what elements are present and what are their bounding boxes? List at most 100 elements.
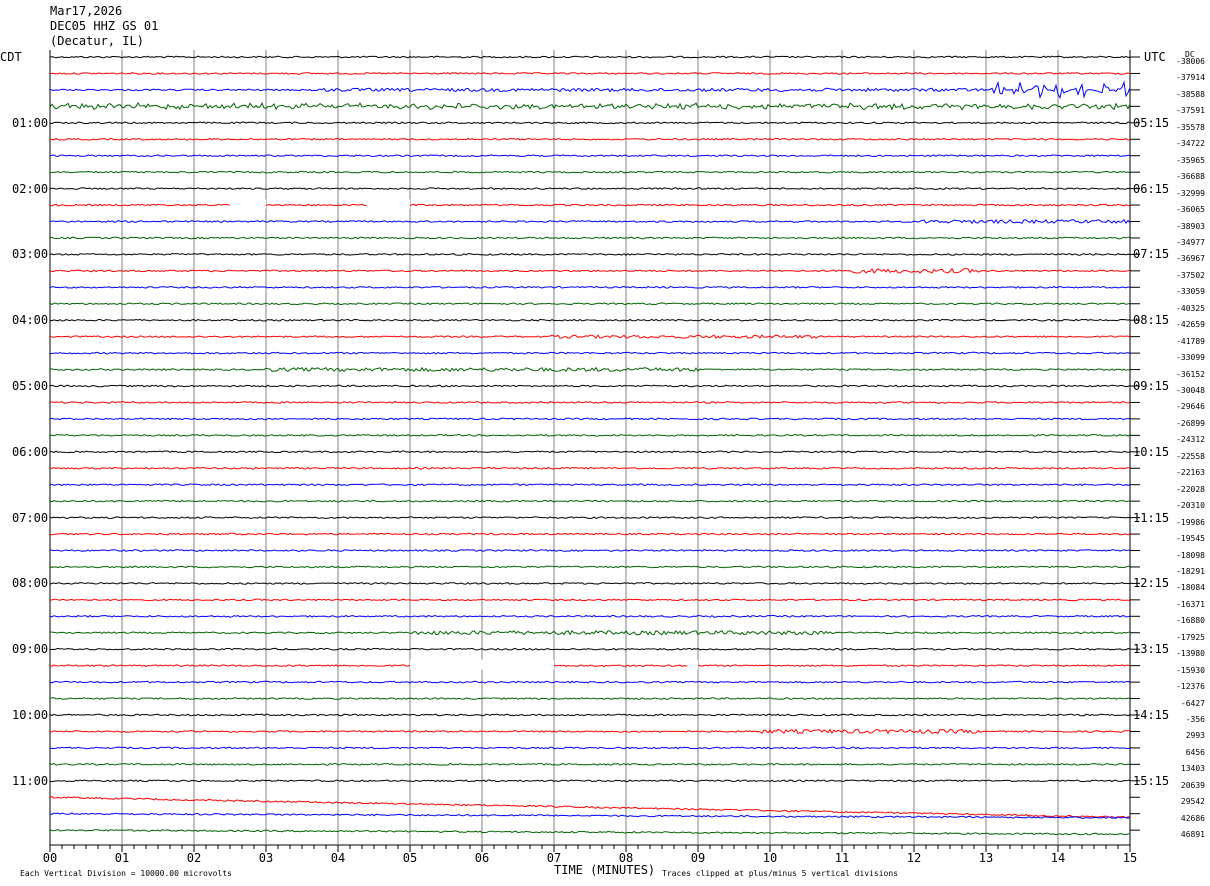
- left-hour-label: 03:00: [12, 247, 49, 262]
- dc-offset-label: -13980: [1176, 649, 1205, 659]
- x-axis-label: TIME (MINUTES): [554, 863, 656, 877]
- dc-offset-label: -35965: [1176, 155, 1205, 165]
- trace-line: [49, 565, 1131, 569]
- trace-line: [49, 285, 1131, 289]
- left-hour-label: 02:00: [12, 181, 49, 196]
- left-hour-label: 06:00: [12, 444, 49, 459]
- trace-line: [49, 532, 1131, 536]
- x-tick-label: 05: [403, 851, 417, 865]
- trace-line: [49, 466, 1131, 470]
- header-location: (Decatur, IL): [50, 34, 144, 48]
- trace-line: [49, 334, 1131, 339]
- dc-offset-label: -18291: [1176, 566, 1205, 576]
- x-tick-label: 07: [547, 851, 561, 865]
- trace-line: [49, 483, 1131, 487]
- left-zone-label: CDT: [0, 50, 22, 64]
- trace-line: [49, 137, 1131, 141]
- right-hour-label: 11:15: [1133, 510, 1170, 525]
- trace-line: [49, 302, 1131, 306]
- traces: [49, 55, 1140, 836]
- trace-line: [49, 366, 1131, 373]
- dc-offset-label: -38006: [1176, 57, 1205, 66]
- trace-line: [49, 417, 1131, 421]
- data-gap: [366, 199, 410, 210]
- dc-offset-label: -19545: [1176, 534, 1205, 544]
- trace-line: [49, 170, 1131, 174]
- trace-line: [49, 796, 1131, 819]
- left-hour-label: 01:00: [12, 115, 49, 130]
- trace-line: [49, 433, 1131, 437]
- dc-offset-label: -36152: [1176, 369, 1205, 379]
- x-tick-label: 10: [763, 851, 777, 865]
- header-station: DEC05 HHZ GS 01: [50, 19, 159, 33]
- trace-line: [49, 549, 1131, 552]
- trace-line: [49, 680, 1131, 684]
- dc-offset-label: -36688: [1176, 172, 1205, 182]
- trace-line: [49, 55, 1131, 59]
- x-tick-label: 13: [979, 851, 993, 865]
- dc-offset-label: -37591: [1176, 106, 1205, 116]
- right-hour-label: 12:15: [1133, 576, 1170, 591]
- x-tick-label: 15: [1123, 851, 1137, 865]
- dc-offset-label: -36065: [1176, 205, 1205, 215]
- x-tick-label: 11: [835, 851, 849, 865]
- trace-line: [49, 779, 1131, 783]
- dc-offset-label: -37502: [1176, 270, 1205, 280]
- dc-offset-label: -18084: [1176, 583, 1205, 593]
- trace-line: [49, 664, 1131, 668]
- dc-offset-label: -356: [1185, 715, 1205, 724]
- dc-offset-label: 42686: [1180, 813, 1205, 823]
- trace-line: [49, 253, 1131, 256]
- x-tick-label: 00: [43, 851, 57, 865]
- dc-offset-label: -16371: [1176, 599, 1205, 609]
- trace-line: [49, 728, 1130, 735]
- trace-line: [49, 762, 1131, 766]
- trace-line: [49, 80, 1131, 100]
- trace-line: [49, 713, 1131, 717]
- right-zone-label: UTC: [1144, 50, 1166, 64]
- dc-offset-label: -20310: [1176, 501, 1205, 511]
- dc-offset-label: -15930: [1176, 665, 1205, 675]
- dc-label: DC: [1185, 50, 1195, 59]
- dc-offset-label: -24312: [1176, 435, 1205, 445]
- dc-offset-label: -17925: [1176, 632, 1205, 642]
- dc-offset-label: 29542: [1180, 797, 1205, 807]
- x-tick-label: 08: [619, 851, 633, 865]
- trace-line: [49, 384, 1131, 388]
- dc-offset-label: -33059: [1176, 287, 1205, 297]
- right-hour-label: 07:15: [1133, 247, 1170, 262]
- header-date: Mar17,2026: [50, 4, 123, 18]
- trace-line: [49, 697, 1130, 700]
- trace-line: [49, 598, 1131, 602]
- minute-grid: [49, 50, 1131, 846]
- left-hour-label: 10:00: [12, 708, 49, 722]
- x-tick-label: 12: [907, 851, 921, 865]
- right-hour-label: 06:15: [1133, 181, 1170, 196]
- x-tick-label: 01: [115, 851, 129, 865]
- trace-line: [49, 318, 1131, 322]
- left-hour-label: 05:00: [12, 379, 49, 393]
- dc-offset-label: 46891: [1180, 830, 1205, 840]
- trace-line: [49, 516, 1131, 519]
- data-gap: [230, 199, 266, 210]
- dc-offset-label: -18098: [1176, 550, 1205, 560]
- left-hour-label: 09:00: [12, 642, 49, 657]
- data-gap: [687, 659, 698, 670]
- left-hour-label: 07:00: [12, 510, 49, 525]
- time-axis: 00 01 02 03 04 05 06 07 08 09 10 11 12 13 14 15: [43, 845, 1137, 865]
- dc-offset-label: -22028: [1176, 484, 1205, 494]
- x-tick-label: 02: [187, 851, 201, 865]
- trace-line: [49, 629, 1131, 636]
- trace-line: [49, 267, 1131, 274]
- dc-offset-label: -34722: [1176, 139, 1205, 149]
- dc-offset-label: -35578: [1176, 122, 1205, 132]
- dc-offset-label: -12376: [1176, 682, 1205, 692]
- dc-offset-label: 20639: [1180, 780, 1205, 790]
- scale-note: Each Vertical Division = 10000.00 microv…: [20, 869, 232, 878]
- trace-line: [49, 102, 1131, 111]
- dc-offset-label: -16880: [1176, 616, 1205, 626]
- x-tick-label: 04: [331, 851, 345, 865]
- left-hour-label: 08:00: [12, 576, 49, 591]
- right-hour-label: 09:15: [1133, 379, 1170, 393]
- dc-offset-label: 13403: [1180, 764, 1205, 774]
